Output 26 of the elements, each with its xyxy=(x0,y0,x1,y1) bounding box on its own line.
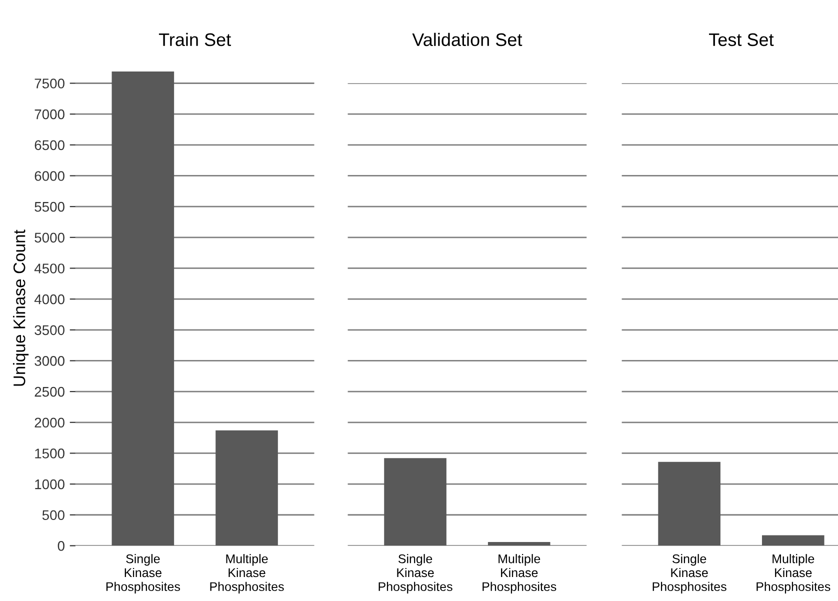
y-axis-title: Unique Kinase Count xyxy=(13,230,29,386)
chart-title: Test Set xyxy=(709,33,774,46)
x-tick-label: Multiple Kinase Phosphosites xyxy=(482,554,556,594)
x-tick-label: Multiple Kinase Phosphosites xyxy=(210,554,284,594)
y-tick-label: 0 xyxy=(58,541,64,551)
y-tick-label: 2000 xyxy=(34,418,64,428)
y-tick-label: 5500 xyxy=(34,202,64,212)
y-tick-label: 3500 xyxy=(34,325,64,336)
y-tick-label: 1000 xyxy=(35,479,64,490)
chart-title: Train Set xyxy=(158,32,231,46)
y-tick-label: 7500 xyxy=(34,78,64,88)
x-tick-label: Single Kinase Phosphosites xyxy=(378,554,452,594)
y-tick-label: 6500 xyxy=(34,140,64,150)
x-tick-label: Single Kinase Phosphosites xyxy=(652,554,726,594)
y-tick-label: 5000 xyxy=(34,232,64,243)
y-tick-label: 6000 xyxy=(34,171,64,181)
x-tick-label: Single Kinase Phosphosites xyxy=(106,554,180,594)
y-tick-label: 7000 xyxy=(34,109,64,120)
y-tick-label: 1500 xyxy=(35,448,64,458)
y-tick-label: 4500 xyxy=(34,264,64,274)
x-tick-label: Multiple Kinase Phosphosites xyxy=(756,554,830,594)
y-tick-label: 2500 xyxy=(34,386,64,397)
chart-title: Validation Set xyxy=(412,32,522,46)
y-tick-label: 500 xyxy=(42,510,64,520)
y-tick-label: 4000 xyxy=(34,294,64,304)
y-tick-label: 3000 xyxy=(34,356,64,366)
